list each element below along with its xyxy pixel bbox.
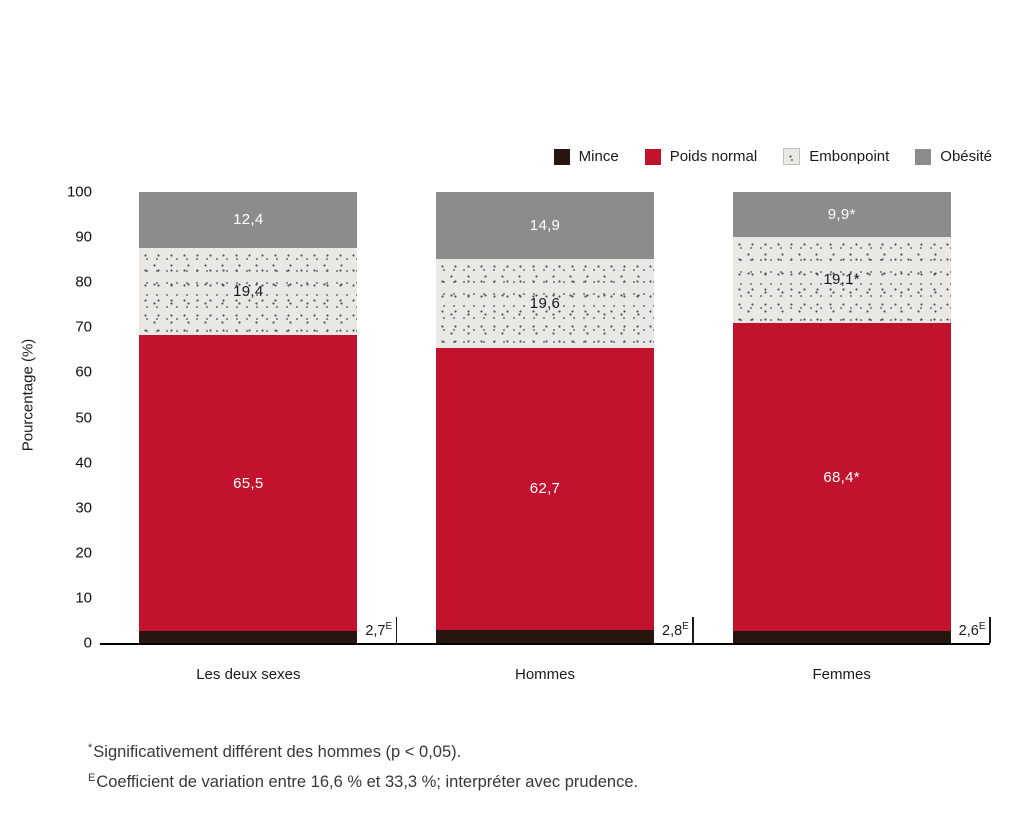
y-axis-ticks: 0 10 20 30 40 50 60 70 80 90 100 — [0, 185, 92, 651]
segment-obesite: 12,4 — [139, 192, 358, 248]
segment-value-label: 9,9* — [827, 205, 856, 223]
bar-hommes: 62,7 19,6 14,9 — [436, 192, 654, 643]
footnote-marker: E — [88, 771, 96, 784]
legend-label: Obésité — [940, 148, 992, 165]
bar-les-deux-sexes: 65,5 19,4 12,4 — [139, 192, 358, 643]
footnote: *Significativement différent des hommes … — [88, 741, 462, 761]
legend-label: Embonpoint — [809, 148, 890, 165]
legend-item-mince: Mince — [553, 148, 619, 165]
segment-value-label: 19,6 — [529, 294, 561, 312]
segment-value-label-outside: 2,7E — [365, 620, 393, 639]
y-tick-label: 60 — [75, 363, 92, 381]
segment-poids-normal: 62,7 — [436, 347, 654, 631]
y-tick-label: 80 — [75, 273, 92, 291]
y-tick-label: 40 — [75, 454, 92, 472]
legend-swatch-poids-normal — [644, 148, 661, 165]
legend-item-obesite: Obésité — [915, 148, 992, 165]
segment-embonpoint: 19,1* — [732, 236, 951, 323]
segment-value-label: 12,4 — [233, 211, 264, 229]
segment-poids-normal: 68,4* — [732, 322, 951, 632]
segment-value-label-outside: 2,6E — [958, 620, 986, 639]
segment-mince — [139, 630, 358, 643]
segment-embonpoint: 19,4 — [139, 247, 358, 336]
y-tick-label: 70 — [75, 318, 92, 336]
y-tick-label: 90 — [75, 228, 92, 246]
segment-poids-normal: 65,5 — [139, 335, 358, 631]
segment-value-label: 65,5 — [233, 474, 264, 492]
legend-label: Mince — [578, 148, 619, 165]
segment-value-label: 19,4 — [233, 283, 264, 301]
y-tick-label: 0 — [83, 634, 92, 652]
x-axis-tick — [989, 617, 991, 643]
footnote-marker: * — [88, 741, 93, 754]
legend-swatch-embonpoint — [783, 148, 801, 165]
legend-swatch-obesite — [915, 148, 932, 165]
footnote: ECoefficient de variation entre 16,6 % e… — [88, 771, 639, 791]
segment-value-label: 14,9 — [529, 217, 561, 235]
segment-value-label-outside: 2,8E — [662, 620, 689, 639]
segment-mince — [436, 630, 654, 643]
y-tick-label: 100 — [66, 183, 92, 201]
x-axis-label: Femmes — [812, 666, 871, 683]
x-axis-labels: Les deux sexes Hommes Femmes — [100, 666, 990, 683]
bar-femmes: 68,4* 19,1* 9,9* — [732, 192, 951, 643]
chart-legend: Mince Poids normal Embonpoint Obésité — [553, 148, 992, 165]
y-tick-label: 20 — [75, 544, 92, 562]
legend-item-poids-normal: Poids normal — [644, 148, 758, 165]
segment-obesite: 9,9* — [732, 192, 951, 237]
segment-obesite: 14,9 — [436, 192, 654, 260]
y-tick-label: 30 — [75, 499, 92, 517]
y-tick-label: 50 — [75, 409, 92, 426]
segment-value-label: 68,4* — [823, 468, 860, 486]
plot-area: 2,7E 65,5 19,4 12,4 2,8E 62,7 19,6 14,9 2,6E 68,4… — [100, 192, 991, 645]
segment-value-label: 62,7 — [529, 480, 561, 498]
x-axis-line — [100, 643, 990, 645]
x-axis-tick — [395, 617, 398, 643]
segment-mince — [732, 631, 951, 643]
legend-swatch-mince — [553, 148, 570, 165]
legend-label: Poids normal — [669, 148, 758, 165]
x-axis-label: Hommes — [515, 666, 576, 683]
x-axis-label: Les deux sexes — [196, 666, 301, 683]
y-tick-label: 10 — [75, 589, 92, 607]
legend-item-embonpoint: Embonpoint — [783, 148, 889, 165]
segment-value-label: 19,1* — [823, 271, 860, 289]
segment-embonpoint: 19,6 — [436, 259, 654, 348]
footnotes: *Significativement différent des hommes … — [88, 737, 638, 797]
x-axis-tick — [692, 617, 694, 643]
